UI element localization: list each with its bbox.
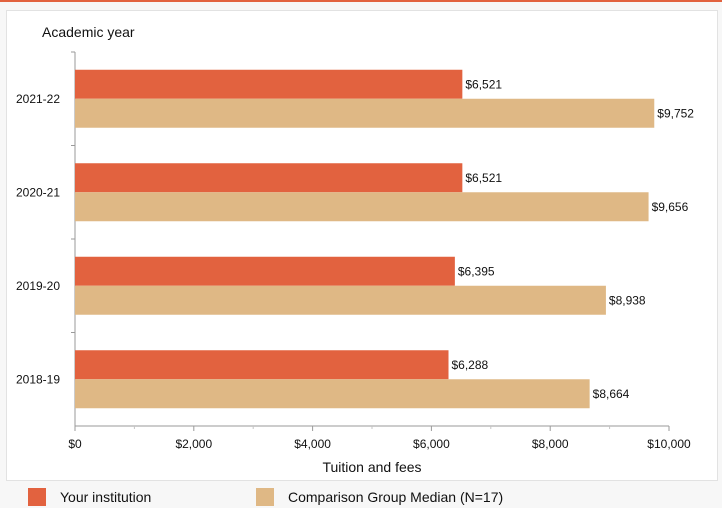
- bar-your-institution: [75, 163, 463, 193]
- data-label: $6,288: [452, 358, 489, 372]
- y-axis-title: Academic year: [42, 24, 135, 40]
- legend-swatch-your-institution: [28, 488, 46, 506]
- x-tick-label: $4,000: [294, 437, 331, 451]
- x-axis-title: Tuition and fees: [322, 459, 421, 475]
- x-tick-label: $0: [68, 437, 82, 451]
- y-tick-label: 2021-22: [16, 92, 60, 106]
- legend-item-comparison-group: Comparison Group Median (N=17): [256, 488, 503, 506]
- data-label: $8,938: [609, 293, 646, 307]
- bar-comparison-group: [75, 192, 649, 222]
- bar-your-institution: [75, 256, 455, 286]
- data-label: $9,656: [652, 200, 689, 214]
- bar-your-institution: [75, 350, 449, 380]
- data-label: $6,521: [465, 171, 502, 185]
- data-label: $6,395: [458, 264, 495, 278]
- legend-swatch-comparison-group: [256, 488, 274, 506]
- data-label: $8,664: [593, 387, 630, 401]
- legend-label-comparison-group: Comparison Group Median (N=17): [288, 489, 504, 505]
- x-tick-label: $8,000: [532, 437, 569, 451]
- legend-item-your-institution: Your institution: [28, 488, 151, 506]
- x-tick-label: $2,000: [175, 437, 212, 451]
- x-tick-label: $10,000: [647, 437, 691, 451]
- y-tick-label: 2018-19: [16, 372, 60, 386]
- legend: Your institution Comparison Group Median…: [0, 482, 722, 510]
- data-label: $9,752: [657, 106, 694, 120]
- y-tick-label: 2019-20: [16, 279, 60, 293]
- bar-your-institution: [75, 69, 463, 99]
- legend-label-your-institution: Your institution: [60, 489, 152, 505]
- y-tick-label: 2020-21: [16, 185, 60, 199]
- bar-comparison-group: [75, 379, 590, 409]
- bar-comparison-group: [75, 285, 606, 315]
- data-label: $6,521: [465, 77, 502, 91]
- bar-comparison-group: [75, 98, 655, 128]
- bar-chart: Academic year Tuition and fees $0 $2,000 $…: [16, 24, 694, 475]
- x-tick-label: $6,000: [413, 437, 450, 451]
